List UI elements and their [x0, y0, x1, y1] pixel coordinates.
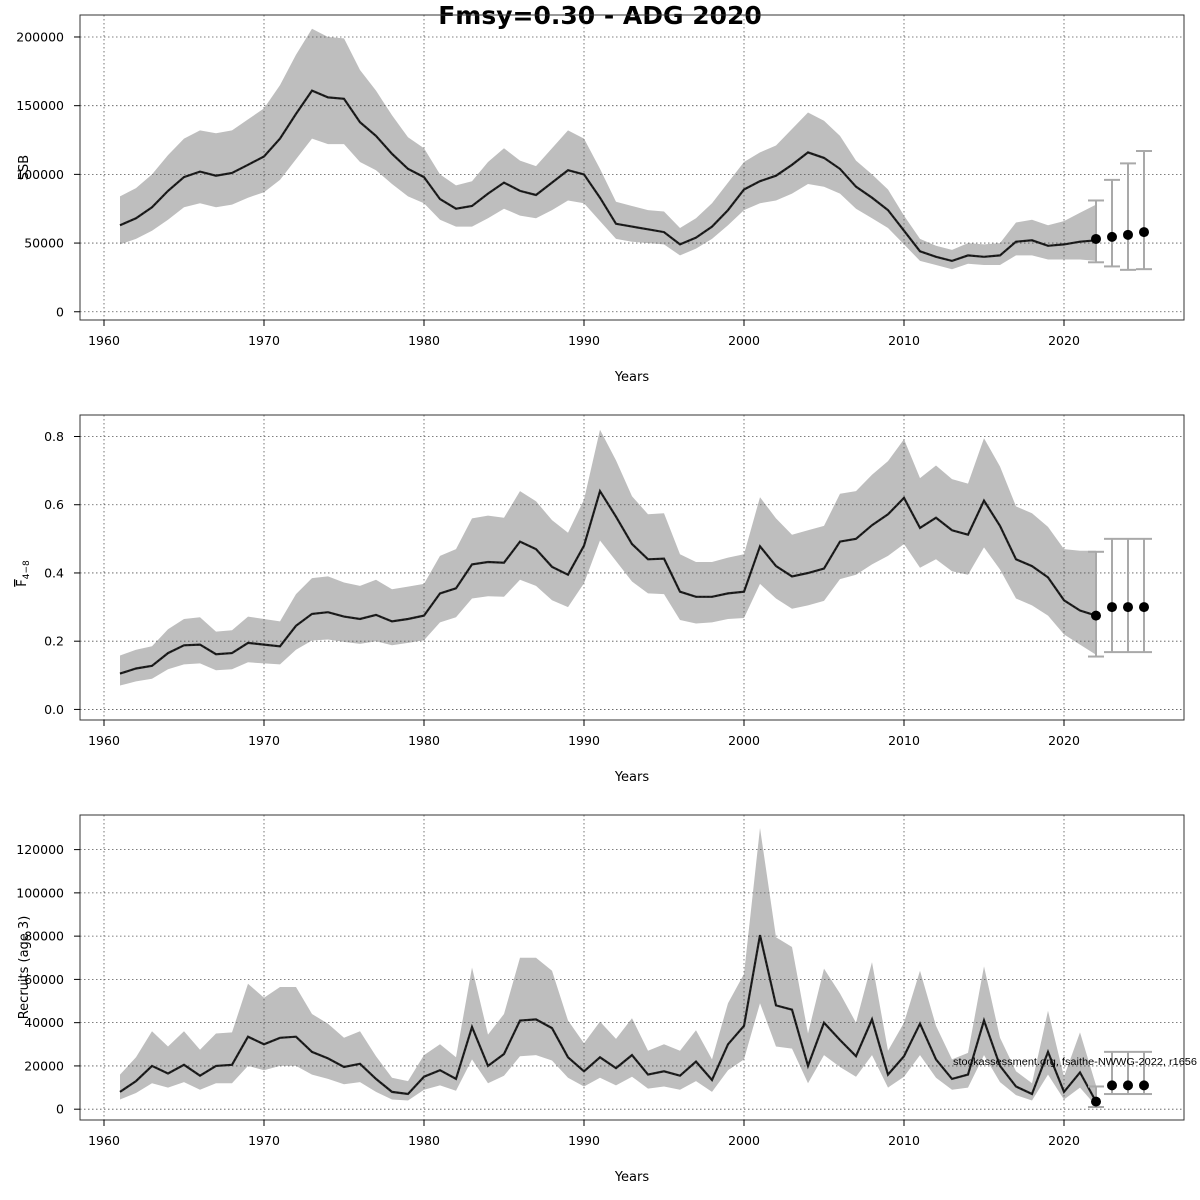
- recruits-projection-point-2023: [1107, 1080, 1117, 1091]
- recruits-x-tick-label: 2010: [888, 1133, 920, 1148]
- fbar-y-axis-label: F4−8: [15, 560, 32, 587]
- fbar-y-tick-label: 0.6: [44, 497, 64, 512]
- ssb-y-tick-label: 100000: [16, 167, 64, 182]
- ssb-y-axis-label: SSB: [17, 155, 32, 180]
- fbar-plot-frame: [79, 414, 1185, 721]
- ssb-projection-point-2022: [1091, 233, 1101, 244]
- ssb-y-tick-label: 150000: [16, 98, 64, 113]
- ssb-y-tick-label: 0: [56, 304, 64, 319]
- recruits-projection-point-2022: [1091, 1096, 1101, 1107]
- recruits-x-tick-label: 2020: [1048, 1133, 1080, 1148]
- ssb-x-tick-label: 2010: [888, 333, 920, 348]
- fbar-projection-point-2022: [1091, 610, 1101, 621]
- fbar-y-axis-label-main: F: [15, 579, 30, 586]
- fbar-x-tick-label: 1970: [248, 733, 280, 748]
- ssb-confidence-band: [120, 28, 1096, 270]
- fbar-y-tick-label: 0.2: [44, 634, 64, 649]
- fbar-x-axis-label: Years: [614, 770, 650, 785]
- recruits-y-tick-label: 80000: [24, 929, 64, 944]
- recruits-projection-point-2025: [1139, 1080, 1149, 1091]
- recruits-y-tick-label: 100000: [16, 885, 64, 900]
- recruits-x-tick-label: 2000: [728, 1133, 760, 1148]
- ssb-x-tick-label: 1980: [408, 333, 440, 348]
- fbar-x-tick-label: 1960: [88, 733, 120, 748]
- fbar-x-tick-label: 2010: [888, 733, 920, 748]
- fbar-x-tick-label: 1990: [568, 733, 600, 748]
- ssb-projection-point-2023: [1107, 231, 1117, 242]
- fbar-projection-point-2023: [1107, 602, 1117, 613]
- fbar-x-tick-label: 2020: [1048, 733, 1080, 748]
- fbar-y-axis-label-subscript: 4−8: [22, 560, 32, 579]
- ssb-x-tick-label: 1970: [248, 333, 280, 348]
- fbar-x-tick-label: 1980: [408, 733, 440, 748]
- recruits-x-tick-label: 1980: [408, 1133, 440, 1148]
- recruits-x-tick-label: 1990: [568, 1133, 600, 1148]
- recruits-plot-frame: [79, 814, 1185, 1121]
- recruits-x-axis-label: Years: [614, 1170, 650, 1185]
- recruits-estimate-dashes: [119, 934, 1097, 1102]
- recruits-y-tick-label: 120000: [16, 842, 64, 857]
- fbar-x-tick-label: 2000: [728, 733, 760, 748]
- fbar-panel: 1960 1970 1980 1990 2000 2010 2020 0.0 0.2 0.4 0.6…: [15, 414, 1185, 785]
- fbar-projection-point-2024: [1123, 602, 1133, 613]
- ssb-y-tick-label: 50000: [24, 236, 64, 251]
- fbar-y-tick-label: 0.4: [44, 565, 64, 580]
- recruits-x-tick-label: 1970: [248, 1133, 280, 1148]
- ssb-x-tick-label: 2000: [728, 333, 760, 348]
- recruits-annotation: stockassessment.org, fsaithe-NWWG-2022, …: [953, 1057, 1197, 1068]
- ssb-plot-frame: [79, 14, 1185, 321]
- ssb-projection-point-2024: [1123, 229, 1133, 240]
- recruits-y-tick-label: 40000: [24, 1015, 64, 1030]
- recruits-y-tick-label: 60000: [24, 972, 64, 987]
- ssb-x-tick-label: 1960: [88, 333, 120, 348]
- fbar-y-tick-label: 0.8: [44, 429, 64, 444]
- ssb-x-axis-label: Years: [614, 370, 650, 385]
- fbar-projection-point-2025: [1139, 602, 1149, 613]
- recruits-y-tick-label: 0: [56, 1102, 64, 1117]
- recruits-x-tick-label: 1960: [88, 1133, 120, 1148]
- recruits-projection-point-2024: [1123, 1080, 1133, 1091]
- fbar-y-tick-label: 0.0: [44, 702, 64, 717]
- ssb-panel: 1960 1970 1980 1990 2000 2010 2020 0 50000 100000…: [16, 14, 1185, 385]
- recruits-confidence-band: [120, 828, 1096, 1106]
- fbar-confidence-band: [120, 429, 1096, 686]
- recruits-panel: 1960 1970 1980 1990 2000 2010 2020 0 20000 40000 6…: [16, 814, 1197, 1185]
- ssb-x-tick-label: 1990: [568, 333, 600, 348]
- ssb-x-tick-label: 2020: [1048, 333, 1080, 348]
- recruits-y-tick-label: 20000: [24, 1058, 64, 1073]
- ssb-estimate-line: [119, 89, 1097, 263]
- fbar-estimate-dashes: [119, 489, 1097, 675]
- ssb-projection-point-2025: [1139, 227, 1149, 238]
- recruits-y-axis-label: Recruits (age 3): [17, 916, 32, 1020]
- ssb-y-tick-label: 200000: [16, 29, 64, 44]
